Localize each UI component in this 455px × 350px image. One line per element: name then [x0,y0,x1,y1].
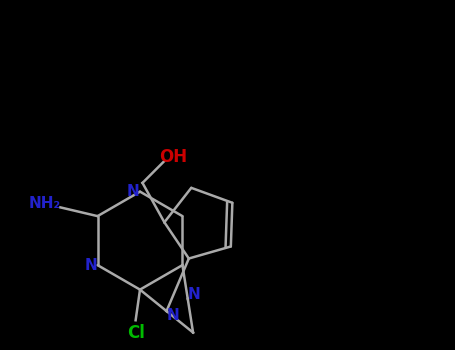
Text: N: N [127,184,140,199]
Text: N: N [85,258,97,273]
Text: Cl: Cl [126,324,145,342]
Text: N: N [167,308,179,323]
Text: OH: OH [159,148,187,166]
Text: NH₂: NH₂ [29,196,61,210]
Text: N: N [188,287,201,302]
